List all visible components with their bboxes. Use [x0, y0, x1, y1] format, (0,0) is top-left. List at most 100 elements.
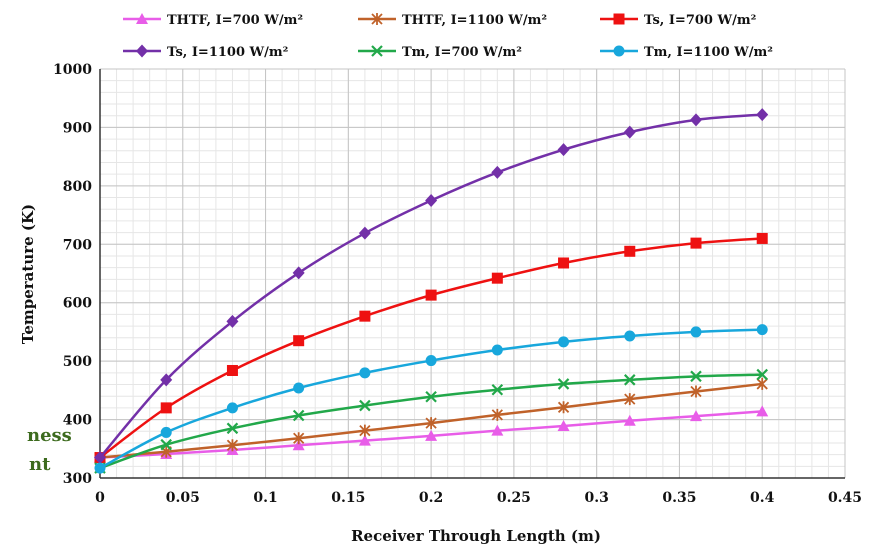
- data-point: [160, 373, 173, 387]
- data-point: [226, 314, 239, 328]
- data-point: [94, 462, 106, 474]
- data-point: [690, 326, 702, 338]
- data-point: [160, 402, 172, 414]
- data-point: [425, 193, 438, 207]
- legend-entry-0: THTF, I=700 W/m²: [123, 13, 303, 28]
- data-point: [491, 165, 504, 179]
- x-tick-label: 0.45: [828, 490, 862, 506]
- data-point: [226, 422, 239, 435]
- data-point: [756, 108, 769, 122]
- x-tick-label: 0.1: [253, 490, 277, 506]
- x-tick-label: 0.25: [497, 490, 531, 506]
- x-tick-label: 0: [95, 490, 105, 506]
- y-axis-title: Temperature (K): [19, 204, 37, 344]
- data-point: [491, 383, 504, 396]
- data-point: [293, 382, 305, 394]
- y-tick-label: 400: [63, 413, 92, 429]
- legend: THTF, I=700 W/m² THTF, I=1100 W/m² Ts, I=7…: [123, 13, 773, 60]
- data-point: [491, 344, 503, 356]
- legend-marker: [613, 13, 625, 25]
- data-point: [160, 438, 172, 451]
- data-point: [623, 414, 636, 426]
- data-point: [425, 429, 438, 441]
- data-point: [358, 226, 371, 240]
- data-point: [690, 237, 702, 249]
- legend-entry-4: Tm, I=700 W/m²: [358, 45, 522, 60]
- data-point: [226, 364, 238, 376]
- data-point: [491, 424, 504, 436]
- series-0: [94, 405, 769, 463]
- data-point: [425, 289, 437, 301]
- data-point: [756, 324, 768, 336]
- data-point: [425, 417, 437, 430]
- data-point: [756, 232, 768, 244]
- legend-label: Tm, I=700 W/m²: [402, 45, 522, 60]
- legend-label: Tm, I=1100 W/m²: [644, 45, 773, 60]
- data-point: [558, 336, 570, 348]
- y-tick-label: 700: [63, 237, 92, 253]
- legend-label: Ts, I=1100 W/m²: [167, 45, 288, 60]
- y-tick-label: 500: [63, 354, 92, 370]
- data-point: [425, 391, 437, 403]
- data-point: [690, 370, 702, 383]
- data-point: [690, 113, 702, 127]
- data-point: [557, 401, 570, 414]
- data-point: [557, 419, 570, 431]
- legend-label: Ts, I=700 W/m²: [644, 13, 756, 28]
- grid: [99, 68, 846, 479]
- data-point: [292, 439, 305, 451]
- x-tick-label: 0.3: [584, 490, 608, 506]
- series-3: [94, 108, 769, 465]
- x-tick-label: 0.05: [166, 490, 200, 506]
- data-point: [557, 143, 570, 157]
- axes: 0 0.05 0.1 0.15 0.2 0.25 0.3 0.35 0.4 0.45 300 400 5…: [53, 62, 862, 506]
- legend-marker: [136, 13, 148, 24]
- legend-entry-3: Ts, I=1100 W/m²: [123, 44, 288, 60]
- legend-entry-2: Ts, I=700 W/m²: [600, 13, 756, 28]
- data-point: [359, 424, 371, 437]
- x-tick-label: 0.2: [419, 490, 443, 506]
- legend-marker: [136, 44, 148, 58]
- data-point: [226, 439, 239, 452]
- data-point: [359, 310, 371, 322]
- data-point: [756, 377, 768, 390]
- data-point: [359, 399, 371, 412]
- y-tick-label: 1000: [53, 62, 92, 78]
- x-tick-label: 0.4: [750, 490, 775, 506]
- data-point: [624, 374, 636, 386]
- x-tick-label: 0.35: [662, 490, 696, 506]
- data-point: [623, 125, 636, 139]
- data-point: [558, 257, 570, 269]
- legend-label: THTF, I=700 W/m²: [167, 13, 303, 28]
- data-point: [690, 410, 702, 422]
- data-point: [292, 266, 305, 280]
- data-point: [491, 408, 503, 421]
- legend-label: THTF, I=1100 W/m²: [402, 13, 547, 28]
- data-point: [756, 368, 768, 381]
- x-axis-title: Receiver Through Length (m): [351, 527, 601, 545]
- data-point: [226, 402, 238, 414]
- data-point: [359, 367, 371, 379]
- stray-text-2: nt: [29, 454, 51, 475]
- data-point: [94, 451, 106, 465]
- legend-marker: [613, 45, 625, 57]
- data-point: [160, 426, 172, 438]
- series-5: [94, 324, 768, 474]
- data-point: [425, 355, 437, 367]
- series-layer: [94, 108, 769, 474]
- data-point: [557, 378, 570, 390]
- data-point: [491, 272, 503, 284]
- data-point: [293, 335, 305, 347]
- data-point: [358, 434, 371, 446]
- data-point: [292, 409, 305, 422]
- y-tick-label: 600: [63, 296, 92, 312]
- y-tick-label: 900: [63, 120, 92, 136]
- x-tick-label: 0.15: [331, 490, 365, 506]
- data-point: [756, 405, 769, 417]
- data-point: [624, 330, 636, 342]
- y-tick-label: 800: [63, 179, 92, 195]
- legend-entry-5: Tm, I=1100 W/m²: [600, 45, 773, 60]
- legend-marker: [371, 13, 383, 25]
- legend-entry-1: THTF, I=1100 W/m²: [358, 13, 547, 28]
- data-point: [293, 432, 305, 445]
